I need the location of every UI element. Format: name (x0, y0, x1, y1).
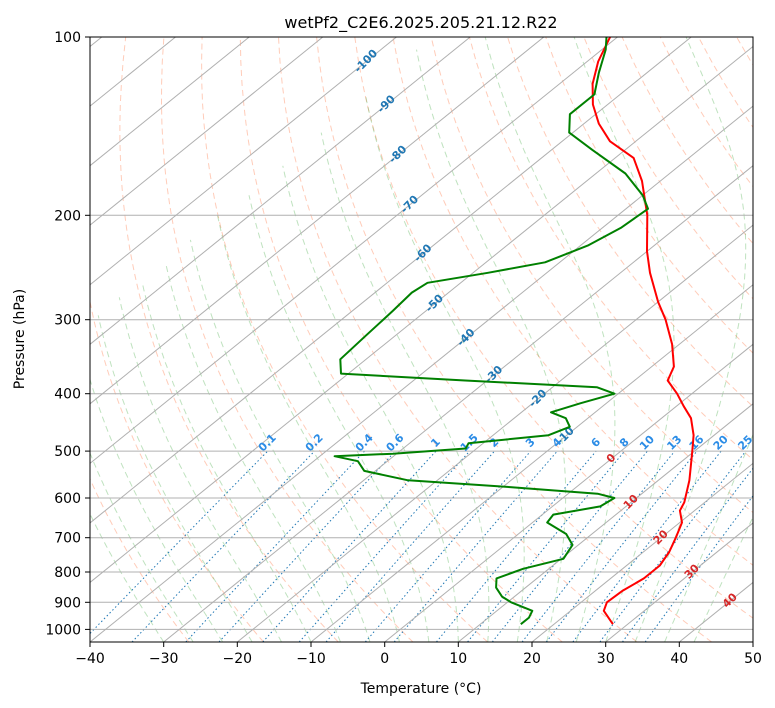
x-tick-label: 0 (380, 651, 389, 667)
mixing-ratio-line (436, 450, 597, 642)
isotherm-grid (90, 37, 753, 642)
isotherm-line (90, 37, 545, 405)
y-tick-label: 600 (54, 491, 81, 507)
mixing-ratio-line (218, 450, 396, 642)
x-tick-label: 50 (744, 651, 762, 667)
isotherm-line (605, 522, 753, 642)
plot-area: -100-90-80-70-60-50-40-30-20-10 0.1 0.2 0.… (90, 37, 753, 642)
dry-adiabat-line (119, 37, 339, 642)
mixing-ratio-line (599, 450, 747, 642)
mixing-ratio-line (467, 450, 626, 642)
x-tick-label: 40 (670, 651, 688, 667)
mixing-ratio-line (621, 467, 753, 642)
mixing-ratio-line (262, 450, 437, 642)
x-tick-label: −20 (223, 651, 253, 667)
moist-adiabat-line (90, 451, 194, 642)
x-tick-label: 10 (449, 651, 467, 667)
chart-title: wetPf2_C2E6.2025.205.21.12.R22 (284, 13, 557, 33)
y-tick-label: 900 (54, 595, 81, 611)
y-axis: 1000 900 800 700 600 500 400 300 200 100 (45, 30, 90, 638)
dry-adiabat-line (316, 37, 712, 642)
isotherm-line (384, 343, 753, 642)
isotherm-line (310, 284, 753, 642)
x-tick-label: −30 (149, 651, 179, 667)
y-tick-label: 100 (54, 30, 81, 46)
y-tick-label: 300 (54, 313, 81, 329)
moist-adiabat-line (664, 433, 753, 642)
x-axis-label: Temperature (°C) (360, 681, 482, 697)
y-tick-label: 400 (54, 387, 81, 403)
moist-adiabat-line (484, 37, 616, 642)
isotherm-line (90, 37, 692, 524)
moist-adiabat-line (165, 262, 341, 642)
isotherm-line (236, 224, 753, 642)
x-tick-label: −10 (296, 651, 326, 667)
y-axis-label: Pressure (hPa) (12, 289, 28, 389)
isotherm-line (90, 37, 324, 226)
x-tick-label: 20 (523, 651, 541, 667)
mixing-ratio-line (131, 450, 315, 642)
y-tick-label: 800 (54, 565, 81, 581)
moist-adiabat-line (573, 37, 675, 642)
isotherm-line (90, 37, 471, 345)
dry-adiabat-line (90, 299, 264, 642)
moist-adiabat-line (217, 215, 400, 642)
isotherm-line (90, 37, 250, 167)
isotherm-line (457, 403, 753, 642)
plot-frame (89, 36, 754, 643)
y-tick-label: 1000 (45, 622, 81, 638)
sounding-profile-line (333, 37, 649, 625)
mixing-ratio-line (185, 450, 365, 642)
mixing-ratio-line (298, 450, 471, 642)
moist-adiabat-line (364, 94, 525, 642)
sounding-profiles (333, 37, 695, 625)
moist-adiabat-line (90, 512, 165, 642)
y-tick-label: 500 (54, 444, 81, 460)
moist-adiabat-line (90, 377, 224, 642)
dry-adiabat-line (278, 37, 638, 642)
isotherm-line (90, 45, 753, 584)
isotherm-line (163, 165, 753, 642)
dry-adiabat-line (201, 37, 488, 642)
y-tick-label: 200 (54, 208, 81, 224)
dry-adiabat-line (90, 477, 190, 642)
dry-adiabat-line (392, 37, 753, 566)
mixing-ratio-line (90, 450, 269, 635)
isotherm-line (531, 462, 753, 642)
moist-adiabat-line (282, 165, 459, 642)
dry-adiabat-line (468, 37, 753, 461)
dry-adiabat-line (354, 37, 753, 619)
isotherm-line (90, 105, 753, 642)
x-axis: −40 −30 −20 −10 0 10 20 30 40 50 (75, 642, 762, 667)
moist-adiabat-line (189, 239, 371, 642)
isotherm-line (90, 37, 397, 286)
x-tick-label: −40 (75, 651, 105, 667)
isotherm-line (90, 37, 618, 465)
dry-adiabat-line (239, 37, 563, 642)
sounding-profile-line (591, 37, 695, 625)
y-tick-label: 700 (54, 531, 81, 547)
x-tick-label: 30 (597, 651, 615, 667)
moist-adiabat-line (634, 37, 747, 642)
mixing-ratio-line (521, 450, 676, 642)
mixing-ratio-line (325, 450, 495, 642)
moist-adiabat-line (97, 315, 253, 642)
